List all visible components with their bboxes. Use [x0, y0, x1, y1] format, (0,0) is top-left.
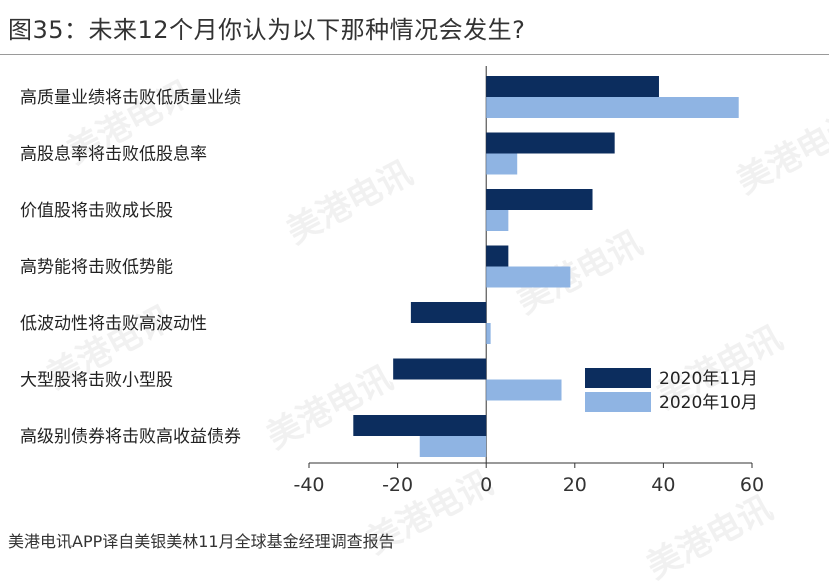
- category-label: 低波动性将击败高波动性: [20, 314, 207, 334]
- bar-nov-6: [353, 415, 487, 436]
- x-tick-label: -20: [382, 474, 413, 496]
- bar-nov-1: [486, 132, 615, 154]
- bar-oct-0: [486, 97, 739, 118]
- x-tick-label: 20: [563, 474, 587, 496]
- bar-oct-2: [486, 210, 509, 231]
- category-label: 高股息率将击败低股息率: [20, 145, 207, 165]
- bar-oct-5: [486, 379, 562, 401]
- chart-title: 图35：未来12个月你认为以下那种情况会发生?: [8, 16, 526, 44]
- legend-label: 2020年11月: [659, 369, 758, 389]
- bar-nov-3: [486, 245, 509, 267]
- category-label: 高质量业绩将击败低质量业绩: [20, 88, 241, 108]
- bar-nov-5: [393, 358, 487, 380]
- x-tick-label: 40: [651, 474, 675, 496]
- bar-nov-2: [486, 189, 593, 210]
- category-label: 高势能将击败低势能: [20, 258, 173, 278]
- bar-oct-4: [486, 323, 491, 344]
- category-label: 大型股将击败小型股: [20, 371, 173, 391]
- category-label: 价值股将击败成长股: [20, 201, 173, 221]
- bar-nov-4: [410, 302, 487, 323]
- legend-label: 2020年10月: [659, 393, 758, 413]
- bar-oct-1: [486, 153, 518, 175]
- bar-oct-3: [486, 266, 571, 288]
- x-tick-label: 0: [480, 474, 492, 496]
- legend-swatch: [585, 368, 651, 388]
- bar-nov-0: [486, 76, 659, 97]
- x-tick-label: -40: [293, 474, 324, 496]
- legend-swatch: [585, 392, 651, 412]
- source-note: 美港电讯APP译自美银美林11月全球基金经理调查报告: [8, 532, 395, 551]
- x-tick-label: 60: [740, 474, 764, 496]
- bar-chart: 高质量业绩将击败低质量业绩高股息率将击败低股息率价值股将击败成长股高势能将击败低…: [20, 66, 764, 496]
- bar-oct-6: [419, 436, 487, 457]
- title-divider: [0, 54, 829, 55]
- category-label: 高级别债券将击败高收益债券: [20, 427, 241, 447]
